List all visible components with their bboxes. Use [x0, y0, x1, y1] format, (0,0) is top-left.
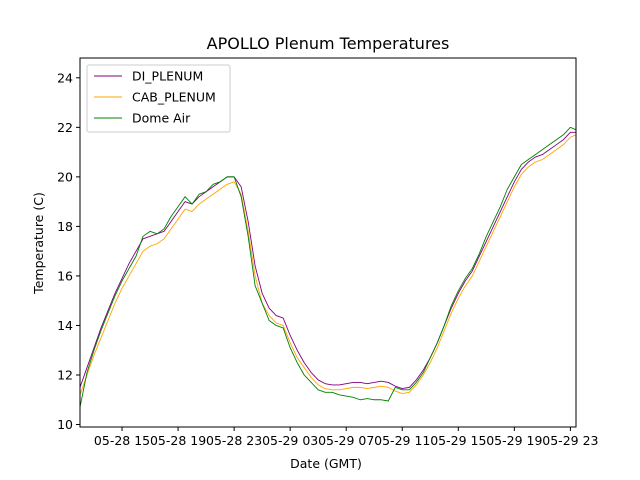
y-tick-label: 10 [57, 417, 73, 432]
legend-label-dome-air: Dome Air [132, 111, 191, 126]
x-tick-label: 05-29 15 [430, 433, 486, 448]
y-tick-label: 22 [57, 120, 73, 135]
y-tick-label: 18 [57, 219, 73, 234]
x-axis-label: Date (GMT) [290, 456, 362, 471]
y-tick-label: 20 [57, 169, 73, 184]
y-tick-label: 14 [57, 318, 73, 333]
x-tick-label: 05-28 15 [94, 433, 150, 448]
x-tick-label: 05-28 19 [150, 433, 206, 448]
y-tick-label: 24 [57, 70, 73, 85]
series-line-dome-air [79, 126, 577, 408]
x-axis-ticks: 05-28 15 05-28 19 05-28 23 05-29 03 05-29 07… [94, 427, 598, 448]
x-tick-label: 05-29 03 [262, 433, 318, 448]
legend-box [86, 64, 231, 133]
x-tick-label: 05-28 23 [206, 433, 262, 448]
series-line-di-plenum [79, 131, 576, 390]
legend-label-di-plenum: DI_PLENUM [132, 69, 203, 84]
legend: DI_PLENUM CAB_PLENUM Dome Air [86, 64, 231, 133]
plot-area [79, 126, 577, 408]
chart-title: APOLLO Plenum Temperatures [207, 34, 450, 53]
legend-label-cab-plenum: CAB_PLENUM [132, 90, 216, 105]
axes-frame [79, 57, 577, 428]
y-tick-label: 12 [57, 367, 73, 382]
x-tick-label: 05-29 11 [374, 433, 430, 448]
x-tick-label: 05-29 23 [542, 433, 598, 448]
series-line-cab-plenum [79, 134, 577, 395]
y-tick-label: 16 [57, 268, 73, 283]
x-tick-label: 05-29 07 [318, 433, 374, 448]
y-axis-ticks: 10 12 14 16 18 20 22 24 [57, 70, 80, 432]
y-axis-label: Temperature (C) [31, 192, 46, 295]
x-tick-label: 05-29 19 [486, 433, 542, 448]
